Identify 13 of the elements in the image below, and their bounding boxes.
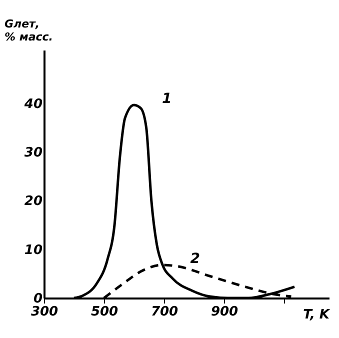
y-tick-label: 0 [33,292,42,306]
y-tick-label: 30 [24,146,42,161]
x-tick-label: 300 [30,304,58,320]
y-tick-label: 40 [23,96,42,112]
x-tick-label: 700 [150,304,178,320]
y-axis-title: Gлет, % масс. [4,18,53,44]
y-tick-label: 10 [24,242,42,258]
x-axis-title: T, K [303,308,330,322]
x-tick-label: 500 [90,304,118,320]
series-label: 2 [190,250,200,267]
series-label: 1 [162,90,172,107]
x-tick-label: 900 [210,304,238,320]
y-tick-label: 20 [24,194,42,210]
